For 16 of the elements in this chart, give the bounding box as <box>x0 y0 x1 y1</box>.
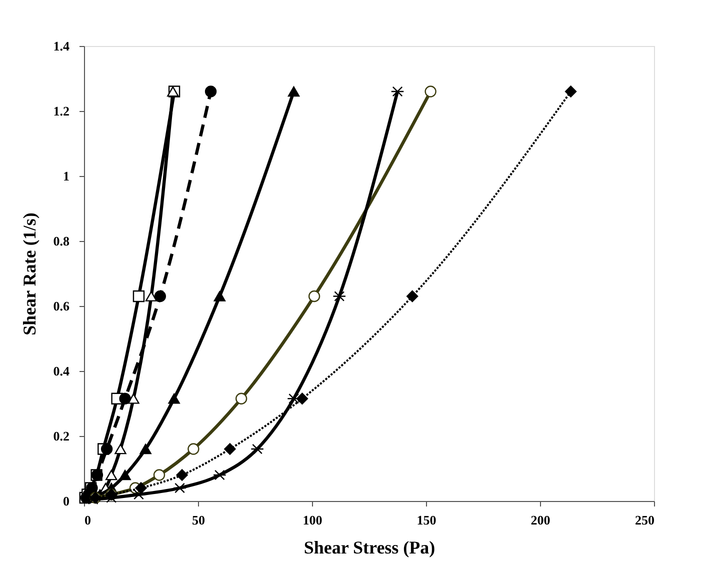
y-tick-label: 1.4 <box>53 38 70 54</box>
y-axis-title: Shear Rate (1/s) <box>19 212 40 336</box>
y-tick-label: 0 <box>63 494 70 508</box>
x-tick-label: 250 <box>635 512 654 528</box>
x-tick-label: 200 <box>530 512 550 528</box>
y-tick-label: 0.4 <box>53 364 70 378</box>
y-tick-label: 0.2 <box>53 428 70 444</box>
x-tick-label: 100 <box>302 512 322 528</box>
x-axis-title: Shear Stress (Pa) <box>304 538 436 558</box>
y-tick-label: 1.2 <box>53 104 70 118</box>
x-tick-label: 150 <box>416 512 436 528</box>
x-tick-label: 50 <box>192 512 205 528</box>
x-tick-label: 0 <box>84 512 91 528</box>
y-tick-label: 0.6 <box>53 298 70 314</box>
y-tick-label: 0.8 <box>53 234 70 248</box>
y-tick-label: 1 <box>63 168 70 184</box>
